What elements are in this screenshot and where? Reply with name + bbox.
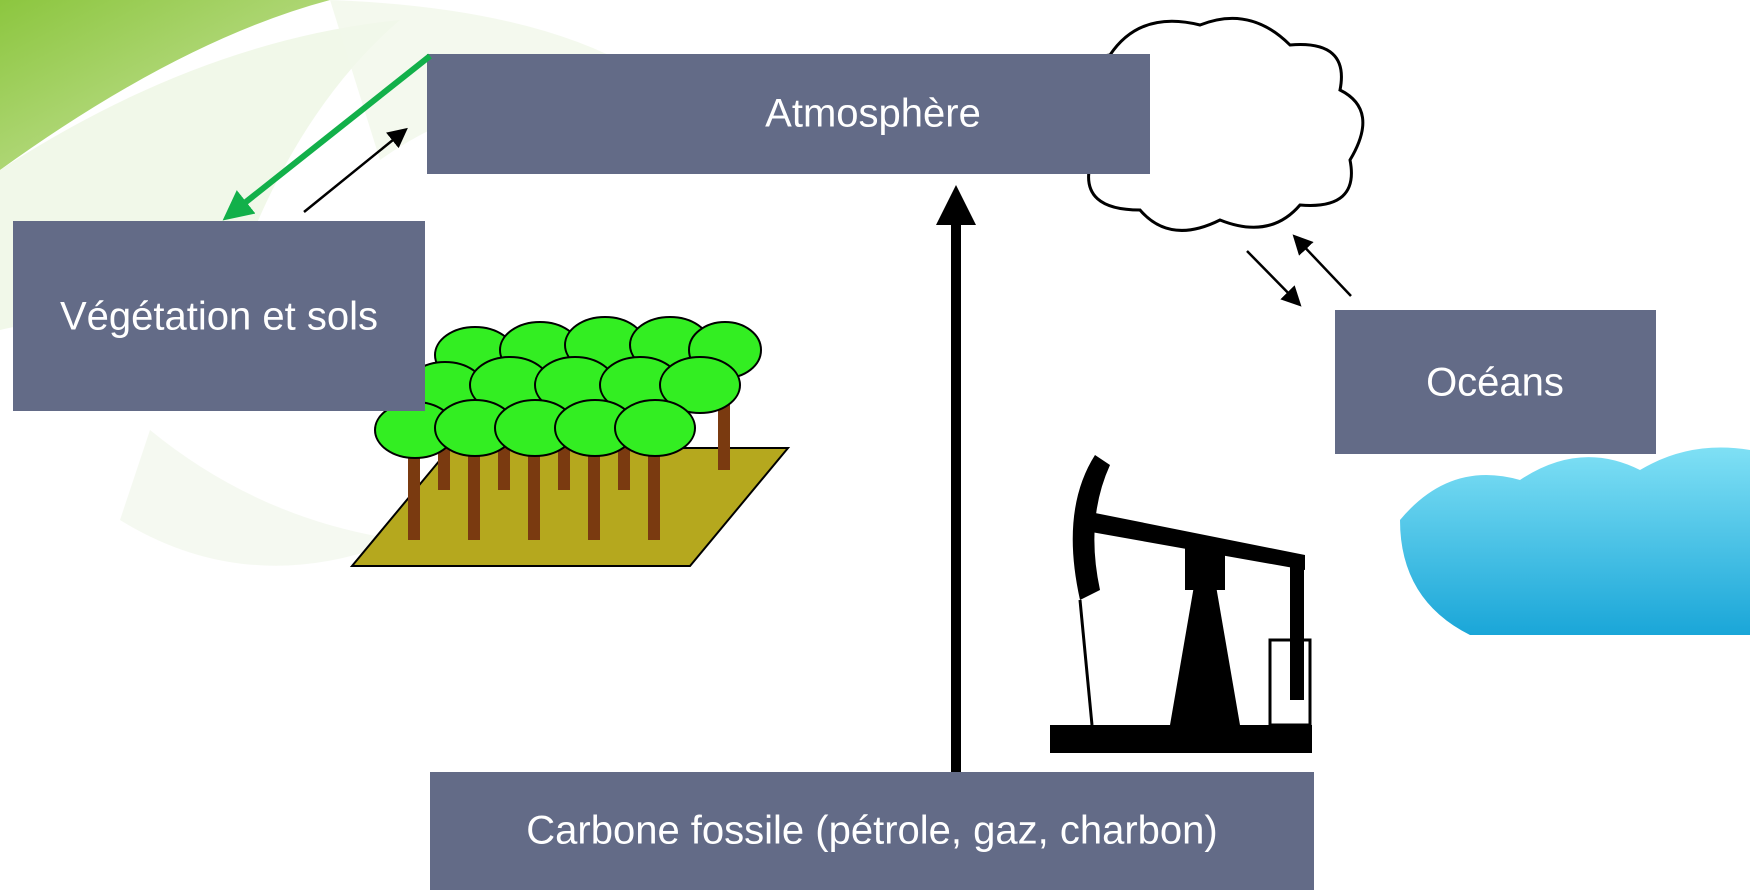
node-label: Végétation et sols [60,295,378,339]
node-label: Océans [1426,361,1564,405]
ocean-icon [1400,448,1750,636]
arrow [1296,238,1351,296]
arrow [1247,251,1298,303]
node-label: Carbone fossile (pétrole, gaz, charbon) [526,809,1217,853]
diagram: Atmosphère Végétation et sols Océans Car… [0,0,1750,890]
pumpjack-icon [1050,455,1312,753]
node-label: Atmosphère [765,92,981,136]
